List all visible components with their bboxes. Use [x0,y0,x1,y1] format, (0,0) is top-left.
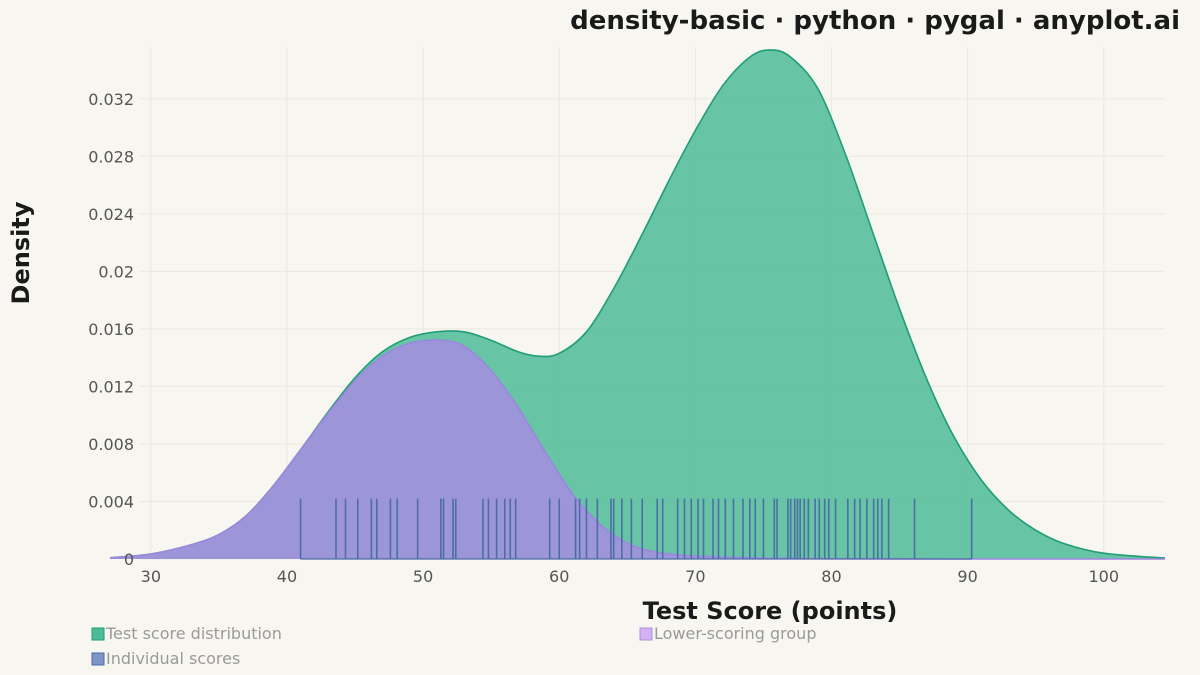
legend-item-density[interactable]: Test score distribution [91,624,282,643]
legend-item-individual-scores[interactable]: Individual scores [91,649,240,668]
x-tick-label: 60 [549,567,569,586]
density-area [110,49,1165,560]
legend-label-lower-group: Lower-scoring group [654,624,816,643]
x-tick-label: 30 [141,567,161,586]
y-tick-label: 0.016 [88,320,134,339]
x-tick-label: 70 [685,567,705,586]
legend-item-lower-group[interactable]: Lower-scoring group [639,624,816,643]
x-tick-label: 40 [277,567,297,586]
lower-group-area-outline [109,339,1165,560]
y-tick-label: 0.032 [88,90,134,109]
legend-swatch-lower-group [639,627,653,641]
chart-title: density-basic · python · pygal · anyplot… [570,6,1180,36]
legend: Test score distribution Lower-scoring gr… [91,624,816,668]
legend-label-individual-scores: Individual scores [106,649,240,668]
legend-swatch-density [91,627,105,641]
plot-area [109,49,1166,560]
x-tick-label: 100 [1088,567,1119,586]
x-axis-ticks: 30 40 50 60 70 80 90 100 [141,567,1119,586]
lower-group-area [110,339,1165,559]
y-tick-label: 0.028 [88,147,134,166]
legend-swatch-individual-scores [91,652,105,666]
x-tick-label: 80 [821,567,841,586]
y-axis-title: Density [7,201,35,304]
y-tick-label: 0 [124,550,134,569]
y-tick-label: 0.024 [88,205,134,224]
rug-marks [299,498,973,560]
x-axis-title: Test Score (points) [643,597,898,625]
legend-label-density: Test score distribution [105,624,282,643]
y-tick-label: 0.004 [88,492,134,511]
y-tick-label: 0.02 [98,262,134,281]
x-tick-label: 50 [413,567,433,586]
y-tick-label: 0.008 [88,435,134,454]
y-tick-label: 0.012 [88,377,134,396]
y-axis-ticks: 0 0.004 0.008 0.012 0.016 0.02 0.024 0.028 0.032 [88,90,134,569]
x-tick-label: 90 [957,567,977,586]
